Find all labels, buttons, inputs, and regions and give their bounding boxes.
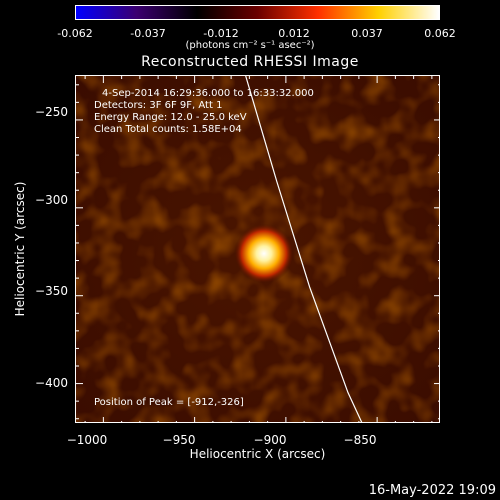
colorbar: [75, 5, 440, 20]
y-tick-label: −300: [35, 193, 68, 207]
y-tick-label: −250: [35, 105, 68, 119]
energy-range-label: Energy Range: 12.0 - 25.0 keV: [94, 112, 247, 123]
colorbar-tick-label: 0.062: [424, 27, 456, 40]
solar-limb-line: [245, 76, 363, 422]
plot-title: Reconstructed RHESSI Image: [141, 54, 359, 70]
x-tick-label: −950: [162, 433, 196, 447]
timestamp-label: 16-May-2022 19:09: [368, 483, 496, 498]
x-tick-label: −1000: [66, 433, 108, 447]
detectors-label: Detectors: 3F 6F 9F, Att 1: [94, 100, 223, 111]
time-range-label: 4-Sep-2014 16:29:36.000 to 16:33:32.000: [102, 88, 314, 99]
colorbar-tick-label: 0.012: [278, 27, 310, 40]
peak-position-label: Position of Peak = [-912,-326]: [94, 397, 244, 408]
y-tick-label: −400: [35, 376, 68, 390]
image-plot: [75, 75, 440, 423]
heatmap-canvas: [76, 76, 439, 422]
colorbar-tick-label: -0.012: [203, 27, 239, 40]
x-tick-label: −900: [253, 433, 287, 447]
colorbar-tick-label: 0.037: [351, 27, 383, 40]
colorbar-tick-label: -0.037: [130, 27, 166, 40]
x-axis-label: Heliocentric X (arcsec): [189, 447, 326, 461]
peak-source: [233, 223, 294, 284]
colorbar-tick-label: -0.062: [57, 27, 93, 40]
x-tick-label: −850: [343, 433, 377, 447]
colorbar-units: (photons cm⁻² s⁻¹ asec⁻²): [185, 40, 315, 51]
y-tick-label: −350: [35, 284, 68, 298]
y-axis-label: Heliocentric Y (arcsec): [13, 181, 27, 317]
clean-counts-label: Clean Total counts: 1.58E+04: [94, 124, 242, 135]
